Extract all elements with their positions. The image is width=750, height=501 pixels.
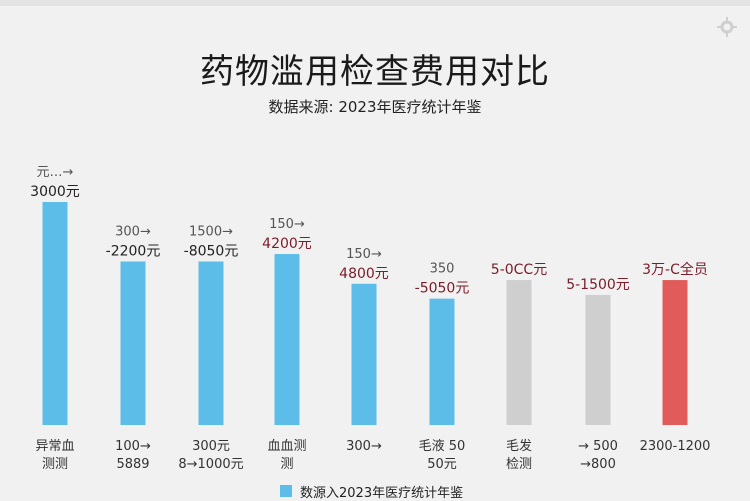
gear-icon (717, 17, 737, 37)
category-label-4-line-1: 血血测 (267, 439, 306, 454)
value-label-7: 5-0CC元 (491, 262, 547, 278)
top-label-3: 1500→ (189, 224, 233, 239)
category-label-1-line-2: 测测 (42, 457, 68, 472)
category-label-2-line-2: 5889 (116, 457, 149, 472)
top-label-4: 150→ (269, 217, 305, 232)
category-label-6-line-2: 50元 (427, 457, 457, 472)
value-label-2: -2200元 (106, 243, 161, 259)
top-label-6: 350 (430, 262, 455, 277)
category-label-5-line-1: 300→ (346, 439, 382, 454)
value-label-4: 4200元 (262, 236, 312, 252)
value-label-8: 5-1500元 (566, 277, 630, 293)
bar-7 (506, 280, 532, 425)
category-label-7-line-1: 毛发 (506, 438, 532, 454)
bar-4 (274, 254, 300, 425)
category-label-2-line-1: 100→ (115, 439, 151, 454)
category-label-7-line-2: 检测 (506, 457, 532, 472)
category-label-8-line-1: → 500 (578, 439, 618, 454)
chart-title: 药物滥用检查费用对比 (200, 52, 550, 92)
category-label-9-line-1: 2300-1200 (640, 439, 711, 454)
chart-subtitle: 数据来源: 2023年医疗统计年鉴 (268, 98, 482, 116)
top-label-2: 300→ (115, 224, 151, 239)
category-label-1-line-1: 异常血 (35, 439, 74, 454)
category-label-6-line-1: 毛液 50 (419, 439, 466, 454)
bar-2 (120, 261, 146, 425)
category-label-3-line-1: 300元 (192, 439, 230, 454)
bar-3 (198, 261, 224, 425)
legend-swatch (280, 485, 292, 497)
bar-9 (662, 280, 688, 425)
category-label-4-line-2: 测 (280, 457, 293, 472)
bar-6 (429, 298, 455, 425)
value-label-6: -5050元 (415, 281, 470, 297)
legend: 数源入2023年医疗统计年鉴 (280, 482, 464, 501)
value-label-5: 4800元 (339, 266, 389, 282)
value-label-9: 3万-C全员 (642, 261, 708, 278)
value-label-1: 3000元 (30, 184, 80, 200)
top-label-1: 元…→ (37, 165, 74, 180)
bar-1 (42, 202, 68, 425)
legend-label: 数源入2023年医疗统计年鉴 (300, 485, 464, 501)
bar-5 (351, 283, 377, 425)
category-label-3-line-2: 8→1000元 (178, 457, 243, 472)
top-bar (0, 0, 750, 6)
category-label-8-line-2: →800 (580, 457, 616, 472)
top-label-5: 150→ (346, 247, 382, 262)
bar-8 (585, 294, 611, 425)
value-label-3: -8050元 (184, 243, 239, 259)
